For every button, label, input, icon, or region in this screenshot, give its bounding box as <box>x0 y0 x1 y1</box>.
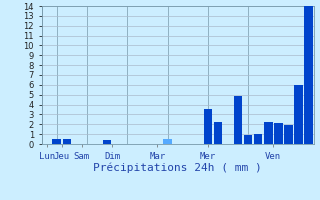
Bar <box>163 139 172 144</box>
Bar <box>294 85 303 144</box>
X-axis label: Précipitations 24h ( mm ): Précipitations 24h ( mm ) <box>93 162 262 173</box>
Bar <box>284 125 293 144</box>
Bar <box>264 122 273 144</box>
Bar <box>52 139 61 144</box>
Bar <box>62 139 71 144</box>
Bar <box>103 140 111 144</box>
Bar <box>234 96 242 144</box>
Bar <box>214 122 222 144</box>
Bar <box>254 134 262 144</box>
Bar <box>304 6 313 144</box>
Bar <box>204 109 212 144</box>
Bar <box>244 135 252 144</box>
Bar <box>274 123 283 144</box>
